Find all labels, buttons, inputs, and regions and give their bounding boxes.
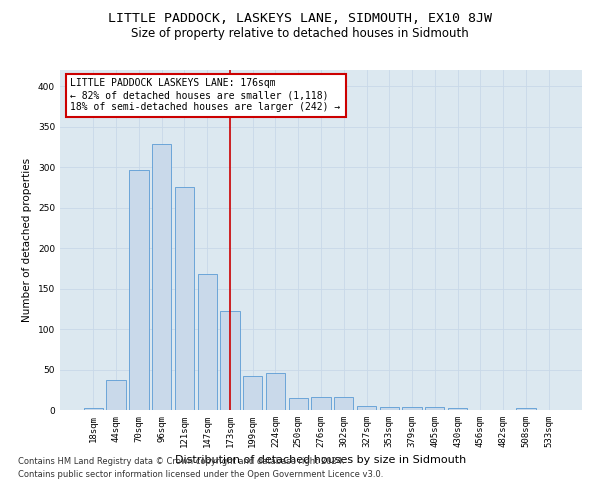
Bar xyxy=(289,398,308,410)
Y-axis label: Number of detached properties: Number of detached properties xyxy=(22,158,32,322)
Bar xyxy=(220,311,239,410)
Bar xyxy=(129,170,149,410)
Bar xyxy=(106,380,126,410)
Bar xyxy=(380,407,399,410)
Text: Contains public sector information licensed under the Open Government Licence v3: Contains public sector information licen… xyxy=(18,470,383,479)
Bar xyxy=(357,406,376,410)
Bar xyxy=(84,408,103,410)
Bar xyxy=(197,274,217,410)
Bar xyxy=(448,408,467,410)
Text: Size of property relative to detached houses in Sidmouth: Size of property relative to detached ho… xyxy=(131,28,469,40)
Bar xyxy=(403,407,422,410)
Bar xyxy=(334,397,353,410)
Bar xyxy=(516,408,536,410)
Bar xyxy=(152,144,172,410)
Bar xyxy=(243,376,262,410)
Text: LITTLE PADDOCK, LASKEYS LANE, SIDMOUTH, EX10 8JW: LITTLE PADDOCK, LASKEYS LANE, SIDMOUTH, … xyxy=(108,12,492,26)
Bar xyxy=(425,407,445,410)
X-axis label: Distribution of detached houses by size in Sidmouth: Distribution of detached houses by size … xyxy=(175,456,467,466)
Text: Contains HM Land Registry data © Crown copyright and database right 2024.: Contains HM Land Registry data © Crown c… xyxy=(18,458,344,466)
Bar xyxy=(175,186,194,410)
Text: LITTLE PADDOCK LASKEYS LANE: 176sqm
← 82% of detached houses are smaller (1,118): LITTLE PADDOCK LASKEYS LANE: 176sqm ← 82… xyxy=(70,78,341,112)
Bar xyxy=(311,397,331,410)
Bar xyxy=(266,373,285,410)
